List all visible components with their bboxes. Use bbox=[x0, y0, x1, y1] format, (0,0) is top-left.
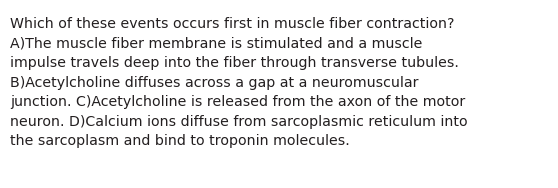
Text: junction. C)Acetylcholine is released from the axon of the motor: junction. C)Acetylcholine is released fr… bbox=[10, 95, 465, 109]
Text: neuron. D)Calcium ions diffuse from sarcoplasmic reticulum into: neuron. D)Calcium ions diffuse from sarc… bbox=[10, 115, 468, 129]
Text: Which of these events occurs first in muscle fiber contraction?: Which of these events occurs first in mu… bbox=[10, 17, 455, 31]
Text: A)The muscle fiber membrane is stimulated and a muscle: A)The muscle fiber membrane is stimulate… bbox=[10, 36, 422, 50]
Text: impulse travels deep into the fiber through transverse tubules.: impulse travels deep into the fiber thro… bbox=[10, 56, 459, 70]
Text: the sarcoplasm and bind to troponin molecules.: the sarcoplasm and bind to troponin mole… bbox=[10, 134, 350, 148]
Text: B)Acetylcholine diffuses across a gap at a neuromuscular: B)Acetylcholine diffuses across a gap at… bbox=[10, 76, 418, 89]
